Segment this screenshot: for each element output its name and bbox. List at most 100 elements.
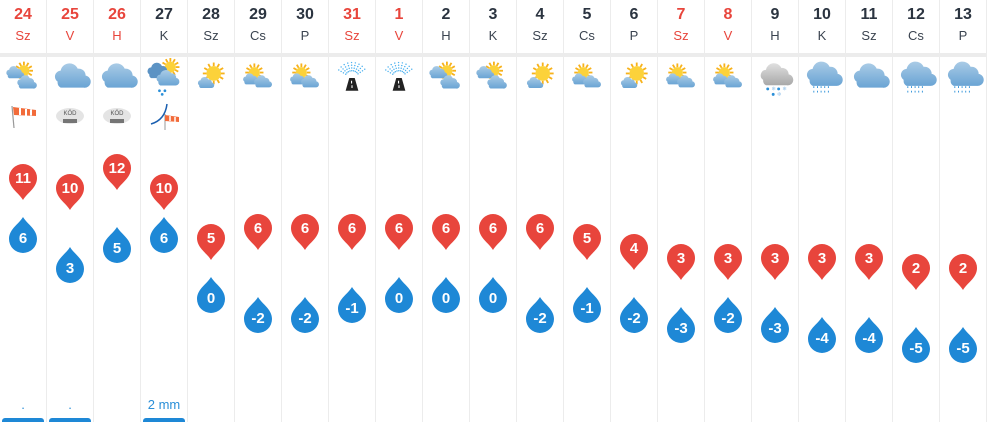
day-date: 1 xyxy=(394,6,404,23)
min-temp: 3 xyxy=(65,260,75,277)
drop-icon xyxy=(103,227,131,263)
svg-text:❄: ❄ xyxy=(782,87,787,93)
day-column[interactable]: 9 H ❄ ❄ ❄ 3 -3 xyxy=(752,0,799,422)
sleet-icon: ❄ ❄❄ xyxy=(760,63,794,98)
max-temp: 6 xyxy=(253,220,263,237)
day-column[interactable]: 24 Sz 11 6. xyxy=(0,0,47,422)
divider xyxy=(282,53,328,57)
day-column[interactable]: 27 K 10 6 2 mm xyxy=(141,0,188,422)
divider xyxy=(423,53,469,57)
divider xyxy=(940,53,986,57)
min-temp: -3 xyxy=(768,320,782,337)
max-temp-pin: 3 xyxy=(807,243,837,281)
max-temp-pin: 10 xyxy=(149,173,179,211)
svg-text:❄: ❄ xyxy=(771,87,776,93)
day-column[interactable]: 6 P 4 -2 xyxy=(611,0,658,422)
day-date: 28 xyxy=(202,6,220,23)
day-column[interactable]: 26 H KÖD 12 5 xyxy=(94,0,141,422)
min-temp-drop: 0 xyxy=(478,276,508,314)
min-temp: -2 xyxy=(298,310,312,327)
day-name: K xyxy=(159,28,169,43)
day-column[interactable]: 8 V 3 -2 xyxy=(705,0,752,422)
day-column[interactable]: 5 Cs 5 -1 xyxy=(564,0,611,422)
precipitation: . xyxy=(68,397,72,412)
drop-icon xyxy=(291,297,319,333)
max-temp: 11 xyxy=(15,170,31,187)
sun-cloud-icon xyxy=(572,63,601,88)
divider xyxy=(564,53,610,57)
pin-icon xyxy=(244,214,272,250)
day-column[interactable]: 7 Sz 3 -3 xyxy=(658,0,705,422)
sun-cloud-icon xyxy=(290,63,319,88)
sun-small-cloud-icon xyxy=(620,62,648,89)
day-date: 29 xyxy=(249,6,267,23)
day-date: 9 xyxy=(770,6,780,23)
day-column[interactable]: 31 Sz 6 -1 xyxy=(329,0,376,422)
min-temp: -3 xyxy=(674,320,688,337)
drop-icon xyxy=(385,277,413,313)
drop-icon xyxy=(150,217,178,253)
day-name: V xyxy=(65,28,75,43)
min-temp: -4 xyxy=(862,330,876,347)
divider xyxy=(517,53,563,57)
precipitation-bar xyxy=(143,418,185,422)
day-name: Sz xyxy=(861,28,877,43)
divider xyxy=(799,53,845,57)
max-temp-pin: 10 xyxy=(55,173,85,211)
pin-icon xyxy=(620,234,648,270)
day-column[interactable]: 12 Cs 2 -5 xyxy=(893,0,940,422)
min-temp-drop: -2 xyxy=(619,296,649,334)
max-temp: 6 xyxy=(488,220,498,237)
max-temp: 4 xyxy=(629,240,639,257)
precipitation: . xyxy=(21,397,25,412)
day-column[interactable]: 3 K 6 0 xyxy=(470,0,517,422)
day-name: K xyxy=(488,28,498,43)
day-date: 11 xyxy=(860,6,878,23)
max-temp-pin: 3 xyxy=(760,243,790,281)
pin-icon xyxy=(103,154,131,190)
day-column[interactable]: 2 H 6 0 xyxy=(423,0,470,422)
day-date: 8 xyxy=(723,6,733,23)
max-temp: 10 xyxy=(155,180,173,197)
day-column[interactable]: 29 Cs 6 -2 xyxy=(235,0,282,422)
max-temp: 6 xyxy=(394,220,404,237)
max-temp-pin: 3 xyxy=(854,243,884,281)
day-date: 2 xyxy=(441,6,451,23)
day-column[interactable]: 28 Sz 5 0 xyxy=(188,0,235,422)
divider xyxy=(376,53,422,57)
max-temp: 3 xyxy=(723,250,733,267)
day-column[interactable]: 4 Sz 6 -2 xyxy=(517,0,564,422)
min-temp-drop: -2 xyxy=(713,296,743,334)
day-name: H xyxy=(112,28,122,43)
precipitation: 2 mm xyxy=(147,397,181,412)
day-column[interactable]: 11 Sz 3 -4 xyxy=(846,0,893,422)
max-temp: 3 xyxy=(864,250,874,267)
rain-icon xyxy=(947,61,984,93)
divider xyxy=(188,53,234,57)
drop-icon xyxy=(902,327,930,363)
pin-icon xyxy=(667,244,695,280)
max-temp-pin: 5 xyxy=(196,223,226,261)
day-date: 12 xyxy=(907,6,925,23)
drop-icon xyxy=(56,247,84,283)
pin-icon xyxy=(808,244,836,280)
max-temp: 5 xyxy=(582,230,592,247)
day-column[interactable]: 10 K 3 -4 xyxy=(799,0,846,422)
day-column[interactable]: 1 V 6 0 xyxy=(376,0,423,422)
day-name: V xyxy=(723,28,733,43)
max-temp-pin: 3 xyxy=(713,243,743,281)
day-date: 7 xyxy=(676,6,686,23)
divider xyxy=(235,53,281,57)
pin-icon xyxy=(526,214,554,250)
day-name: Sz xyxy=(673,28,689,43)
min-temp: -1 xyxy=(580,300,594,317)
min-temp: -2 xyxy=(627,310,641,327)
pin-icon xyxy=(9,164,37,200)
day-column[interactable]: 25 V KÖD 10 3. xyxy=(47,0,94,422)
min-temp: -2 xyxy=(533,310,547,327)
day-column[interactable]: 30 P 6 -2 xyxy=(282,0,329,422)
min-temp: -4 xyxy=(815,330,829,347)
min-temp: 0 xyxy=(206,290,216,307)
min-temp-drop: 0 xyxy=(431,276,461,314)
day-column[interactable]: 13 P 2 -5 xyxy=(940,0,987,422)
